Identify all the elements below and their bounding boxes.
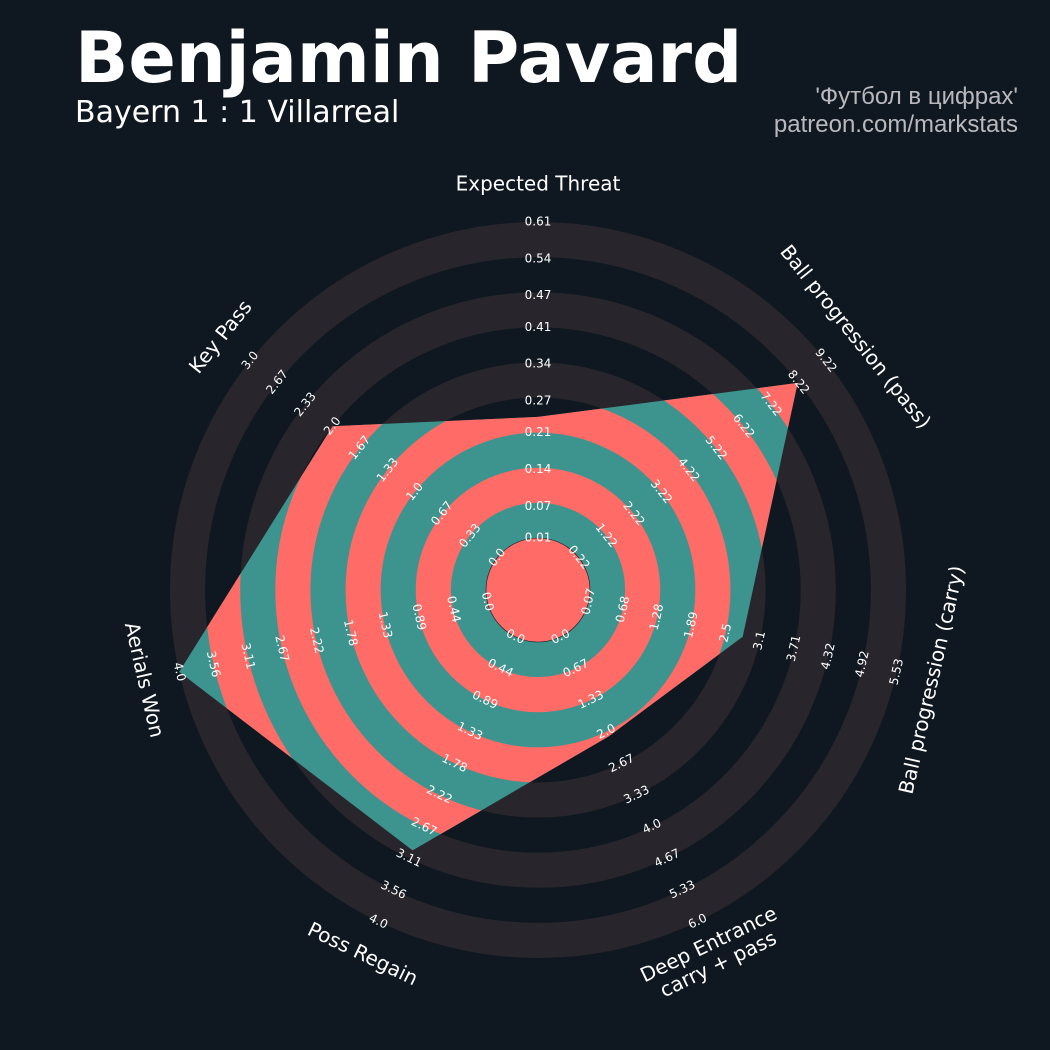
tick-label: 2.5	[716, 622, 734, 644]
title: Benjamin Pavard	[75, 17, 742, 99]
credit: 'Футбол в цифрах'	[815, 83, 1018, 110]
tick-label: 1.78	[341, 618, 361, 647]
radar-ring	[485, 537, 591, 643]
tick-label: 0.61	[525, 215, 552, 229]
tick-label: 0.34	[525, 357, 552, 371]
tick-label: 3.11	[238, 642, 258, 671]
tick-label: 0.01	[525, 531, 552, 545]
axis-label: Expected Threat	[456, 172, 621, 196]
tick-label: 3.1	[750, 630, 768, 652]
tick-label: 4.92	[852, 649, 872, 678]
tick-label: 0.47	[525, 288, 552, 302]
radar-ring	[415, 467, 661, 713]
tick-label: 0.0	[479, 591, 497, 613]
tick-label: 0.07	[525, 499, 552, 513]
tick-label: 3.71	[784, 634, 804, 663]
subtitle: Bayern 1 : 1 Villarreal	[75, 95, 399, 130]
tick-label: 4.0	[171, 661, 189, 683]
tick-label: 0.07	[578, 587, 598, 616]
tick-label: 1.89	[681, 610, 701, 639]
tick-label: 0.41	[525, 320, 552, 334]
tick-label: 0.44	[444, 595, 464, 624]
tick-label: 5.53	[887, 657, 907, 686]
tick-label: 0.27	[525, 394, 552, 408]
tick-label: 4.32	[818, 642, 838, 671]
tick-label: 1.28	[647, 603, 667, 632]
tick-label: 2.67	[272, 634, 292, 663]
tick-label: 1.33	[376, 610, 396, 639]
tick-label: 2.22	[307, 626, 327, 655]
tick-label: 3.56	[204, 650, 224, 679]
tick-label: 0.14	[525, 462, 552, 476]
tick-label: 0.68	[613, 595, 633, 624]
tick-label: 0.54	[525, 251, 552, 265]
ring	[169, 221, 907, 959]
credit: patreon.com/markstats	[774, 111, 1018, 138]
tick-label: 0.89	[409, 603, 429, 632]
tick-label: 0.21	[525, 425, 552, 439]
